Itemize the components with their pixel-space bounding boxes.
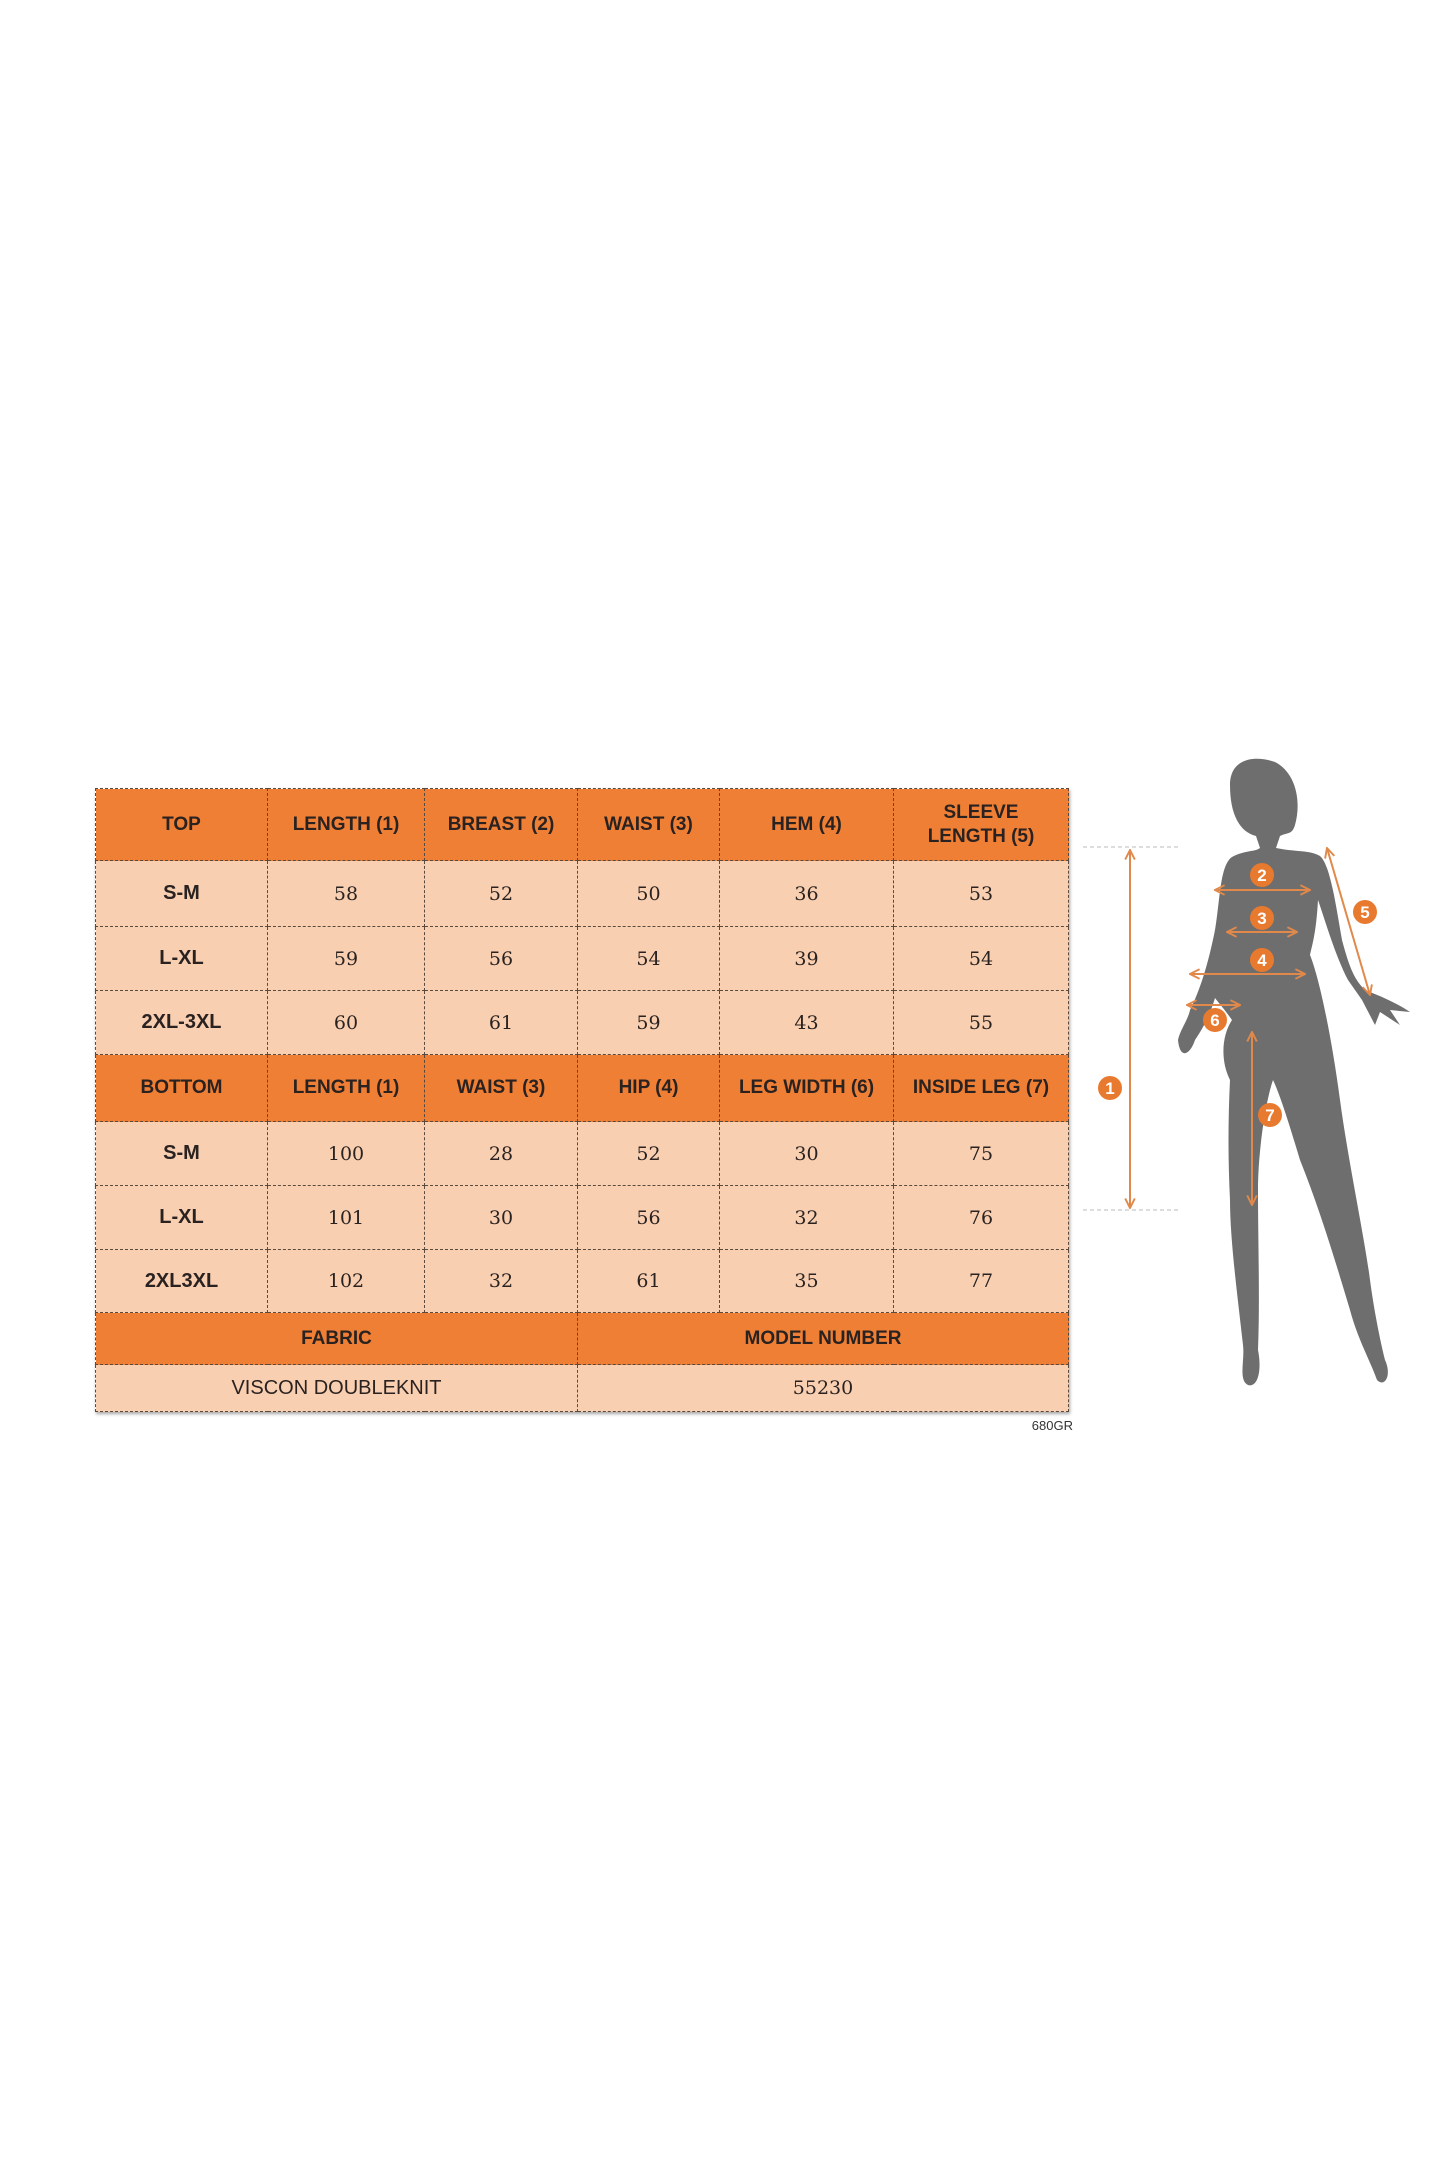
svg-text:3: 3 bbox=[1257, 909, 1266, 928]
value-cell: 75 bbox=[893, 1121, 1069, 1186]
value-cell: 28 bbox=[424, 1121, 578, 1186]
table-row: L-XL 101 30 56 32 76 bbox=[95, 1185, 1069, 1250]
value-cell: 52 bbox=[424, 860, 578, 927]
value-cell: 54 bbox=[893, 926, 1069, 991]
size-cell: L-XL bbox=[95, 926, 268, 991]
value-cell: 50 bbox=[577, 860, 720, 927]
svg-text:1: 1 bbox=[1105, 1079, 1114, 1098]
value-cell: 100 bbox=[267, 1121, 425, 1186]
table-row: S-M 58 52 50 36 53 bbox=[95, 860, 1069, 927]
value-cell: 59 bbox=[577, 990, 720, 1055]
size-cell: L-XL bbox=[95, 1185, 268, 1250]
value-cell: 39 bbox=[719, 926, 894, 991]
svg-text:7: 7 bbox=[1265, 1106, 1274, 1125]
value-cell: 30 bbox=[719, 1121, 894, 1186]
table-row: L-XL 59 56 54 39 54 bbox=[95, 926, 1069, 991]
value-cell: 30 bbox=[424, 1185, 578, 1250]
value-cell: 60 bbox=[267, 990, 425, 1055]
product-code: 680GR bbox=[1031, 1418, 1073, 1433]
header-cell: HIP (4) bbox=[577, 1054, 720, 1122]
value-cell: 59 bbox=[267, 926, 425, 991]
header-cell: LENGTH (1) bbox=[267, 1054, 425, 1122]
value-cell: 52 bbox=[577, 1121, 720, 1186]
value-cell: 56 bbox=[577, 1185, 720, 1250]
svg-text:4: 4 bbox=[1257, 951, 1267, 970]
header-cell: INSIDE LEG (7) bbox=[893, 1054, 1069, 1122]
header-cell: LEG WIDTH (6) bbox=[719, 1054, 894, 1122]
fabric-value: VISCON DOUBLEKNIT bbox=[95, 1364, 578, 1412]
fabric-label: FABRIC bbox=[95, 1312, 578, 1365]
size-chart-table: TOP LENGTH (1) BREAST (2) WAIST (3) HEM … bbox=[95, 788, 1069, 1412]
model-number-label: MODEL NUMBER bbox=[577, 1312, 1069, 1365]
header-cell: LENGTH (1) bbox=[267, 788, 425, 861]
header-cell: SLEEVE LENGTH (5) bbox=[893, 788, 1069, 861]
bottom-header-row: BOTTOM LENGTH (1) WAIST (3) HIP (4) LEG … bbox=[95, 1054, 1069, 1122]
top-header-row: TOP LENGTH (1) BREAST (2) WAIST (3) HEM … bbox=[95, 788, 1069, 861]
value-cell: 56 bbox=[424, 926, 578, 991]
value-cell: 76 bbox=[893, 1185, 1069, 1250]
info-row: VISCON DOUBLEKNIT 55230 bbox=[95, 1364, 1069, 1412]
table-row: 2XL3XL 102 32 61 35 77 bbox=[95, 1249, 1069, 1313]
marker-5-icon: 5 bbox=[1353, 900, 1377, 924]
value-cell: 35 bbox=[719, 1249, 894, 1313]
value-cell: 102 bbox=[267, 1249, 425, 1313]
marker-7-icon: 7 bbox=[1258, 1103, 1282, 1127]
svg-text:6: 6 bbox=[1210, 1011, 1219, 1030]
measure-lines bbox=[1083, 847, 1370, 1211]
header-cell: WAIST (3) bbox=[577, 788, 720, 861]
model-number-value: 55230 bbox=[577, 1364, 1069, 1412]
value-cell: 32 bbox=[719, 1185, 894, 1250]
size-cell: S-M bbox=[95, 860, 268, 927]
table-row: 2XL-3XL 60 61 59 43 55 bbox=[95, 990, 1069, 1055]
info-header-row: FABRIC MODEL NUMBER bbox=[95, 1312, 1069, 1365]
value-cell: 58 bbox=[267, 860, 425, 927]
svg-text:2: 2 bbox=[1257, 866, 1266, 885]
arrow-sleeve bbox=[1327, 848, 1370, 995]
header-cell: BREAST (2) bbox=[424, 788, 578, 861]
size-cell: 2XL3XL bbox=[95, 1249, 268, 1313]
value-cell: 43 bbox=[719, 990, 894, 1055]
marker-3-icon: 3 bbox=[1250, 906, 1274, 930]
table-row: S-M 100 28 52 30 75 bbox=[95, 1121, 1069, 1186]
value-cell: 101 bbox=[267, 1185, 425, 1250]
value-cell: 32 bbox=[424, 1249, 578, 1313]
value-cell: 53 bbox=[893, 860, 1069, 927]
size-cell: S-M bbox=[95, 1121, 268, 1186]
value-cell: 77 bbox=[893, 1249, 1069, 1313]
marker-4-icon: 4 bbox=[1250, 948, 1274, 972]
marker-6-icon: 6 bbox=[1203, 1008, 1227, 1032]
value-cell: 36 bbox=[719, 860, 894, 927]
silhouette bbox=[1178, 758, 1410, 1386]
value-cell: 54 bbox=[577, 926, 720, 991]
size-cell: 2XL-3XL bbox=[95, 990, 268, 1055]
header-cell: BOTTOM bbox=[95, 1054, 268, 1122]
markers: 1 2 3 4 5 6 7 bbox=[1098, 863, 1377, 1127]
marker-2-icon: 2 bbox=[1250, 863, 1274, 887]
header-cell: TOP bbox=[95, 788, 268, 861]
value-cell: 61 bbox=[424, 990, 578, 1055]
marker-1-icon: 1 bbox=[1098, 1076, 1122, 1100]
header-cell: HEM (4) bbox=[719, 788, 894, 861]
svg-text:5: 5 bbox=[1360, 903, 1369, 922]
value-cell: 55 bbox=[893, 990, 1069, 1055]
body-measurement-figure: 1 2 3 4 5 6 7 bbox=[1083, 758, 1410, 1386]
value-cell: 61 bbox=[577, 1249, 720, 1313]
header-cell: WAIST (3) bbox=[424, 1054, 578, 1122]
